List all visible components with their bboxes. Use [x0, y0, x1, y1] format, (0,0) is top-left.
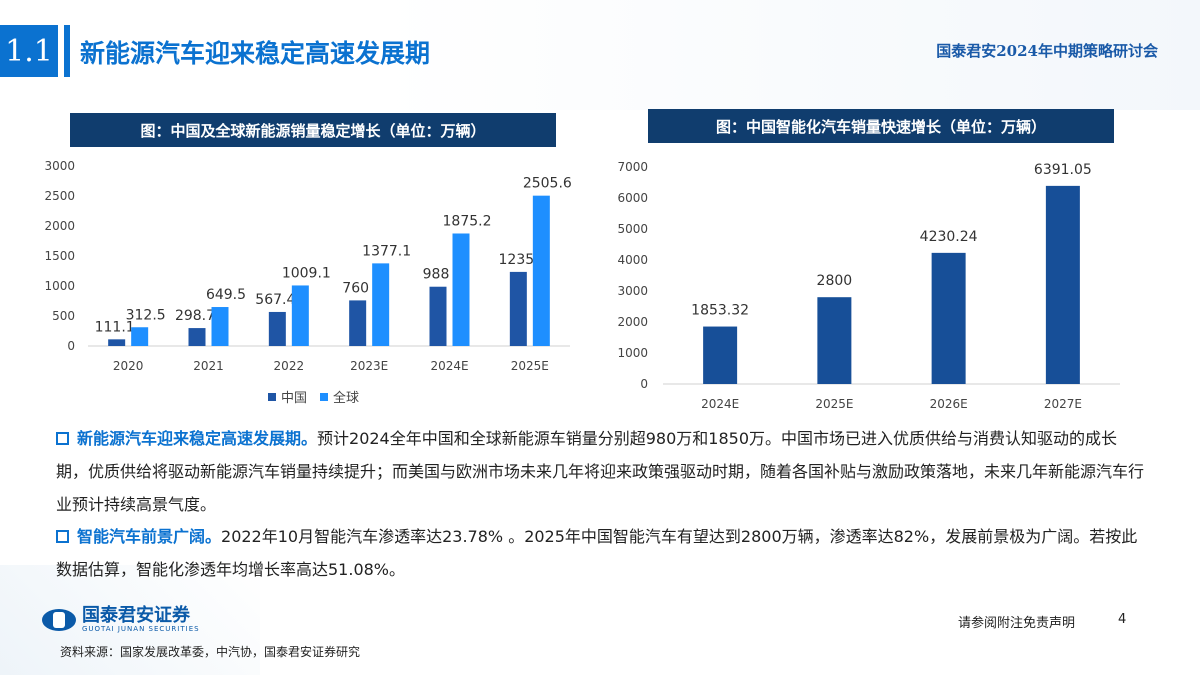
legend-swatch-global — [320, 393, 328, 401]
disclaimer-link[interactable]: 请参阅附注免责声明 — [958, 616, 1076, 631]
y-tick-label: 5000 — [617, 222, 648, 236]
data-label: 1009.1 — [282, 265, 331, 281]
data-label: 988 — [423, 267, 450, 283]
x-tick-label: 2022 — [274, 359, 305, 373]
data-label: 760 — [342, 280, 369, 296]
y-tick-label: 4000 — [617, 253, 648, 267]
company-logo: 国泰君安证券 GUOTAI JUNAN SECURITIES — [42, 607, 200, 633]
bar-global — [452, 233, 470, 346]
y-tick-label: 1500 — [44, 249, 75, 263]
y-tick-label: 2500 — [44, 189, 75, 203]
data-label: 1377.1 — [362, 243, 411, 259]
bar-china — [108, 339, 126, 346]
x-tick-label: 2025E — [511, 359, 549, 373]
x-tick-label: 2020 — [113, 359, 144, 373]
legend-swatch-china — [268, 393, 276, 401]
y-tick-label: 1000 — [44, 279, 75, 293]
y-tick-label: 6000 — [617, 191, 648, 205]
y-tick-label: 3000 — [44, 159, 75, 173]
y-tick-label: 3000 — [617, 284, 648, 298]
y-tick-label: 2000 — [617, 315, 648, 329]
paragraph-heading: 智能汽车前景广阔。 — [77, 527, 222, 546]
legend-label-global: 全球 — [333, 390, 359, 406]
x-tick-label: 2023E — [350, 359, 388, 373]
logo-subtext: GUOTAI JUNAN SECURITIES — [82, 625, 200, 633]
x-tick-label: 2025E — [815, 397, 853, 411]
bar-smart-vehicle — [931, 252, 966, 384]
y-tick-label: 500 — [52, 309, 75, 323]
section-divider — [64, 25, 70, 77]
bar-global — [291, 285, 309, 346]
data-label: 6391.05 — [1034, 162, 1092, 178]
bar-smart-vehicle — [1045, 185, 1080, 384]
y-tick-label: 0 — [67, 339, 75, 353]
data-label: 649.5 — [206, 287, 246, 303]
bar-china — [429, 286, 447, 346]
paragraph-text: 预计2024全年中国和全球新能源车销量分别超980万和1850万。中国市场已进入… — [56, 429, 1145, 514]
chart2-title: 图：中国智能化汽车销量快速增长（单位：万辆） — [648, 109, 1114, 143]
data-label: 1235 — [499, 252, 535, 268]
bar-china — [268, 311, 286, 346]
background-gradient — [380, 0, 1200, 110]
bar-global — [211, 307, 229, 346]
x-tick-label: 2024E — [430, 359, 468, 373]
section-number: 1.1 — [0, 25, 58, 77]
bar-global — [131, 327, 149, 346]
bar-global — [372, 263, 390, 346]
data-label: 1853.32 — [691, 303, 749, 319]
data-label: 312.5 — [126, 307, 166, 323]
bullet-icon — [56, 530, 69, 543]
data-label: 4230.24 — [920, 229, 978, 245]
paragraph-text: 2022年10月智能汽车渗透率达23.78% 。2025年中国智能汽车有望达到2… — [56, 527, 1138, 579]
bar-china — [188, 328, 206, 346]
y-tick-label: 1000 — [617, 346, 648, 360]
x-tick-label: 2026E — [930, 397, 968, 411]
paragraph-nev: 新能源汽车迎来稳定高速发展期。预计2024全年中国和全球新能源车销量分别超980… — [56, 422, 1146, 521]
bar-china — [349, 300, 367, 346]
y-tick-label: 0 — [640, 377, 648, 391]
data-label: 2505.6 — [523, 176, 572, 192]
logo-text: 国泰君安证券 — [82, 605, 190, 626]
paragraph-smart: 智能汽车前景广阔。2022年10月智能汽车渗透率达23.78% 。2025年中国… — [56, 520, 1146, 586]
data-label: 2800 — [817, 273, 853, 289]
paragraph-heading: 新能源汽车迎来稳定高速发展期。 — [77, 429, 318, 448]
page-title: 新能源汽车迎来稳定高速发展期 — [80, 39, 431, 68]
x-tick-label: 2027E — [1044, 397, 1082, 411]
chart1-title: 图：中国及全球新能源销量稳定增长（单位：万辆） — [70, 113, 556, 147]
data-label: 1875.2 — [443, 213, 492, 229]
x-tick-label: 2021 — [193, 359, 224, 373]
bar-china — [509, 271, 527, 346]
bar-global — [532, 195, 550, 346]
data-label: 298.7 — [175, 308, 215, 324]
source-note: 资料来源：国家发展改革委，中汽协，国泰君安证券研究 — [60, 645, 361, 659]
bar-smart-vehicle — [703, 326, 738, 384]
y-tick-label: 2000 — [44, 219, 75, 233]
y-tick-label: 7000 — [617, 160, 648, 174]
bar-smart-vehicle — [817, 297, 852, 384]
legend-label-china: 中国 — [281, 391, 307, 406]
data-label: 567.4 — [255, 292, 295, 308]
data-label: 111.1 — [95, 319, 135, 335]
bullet-icon — [56, 432, 69, 445]
logo-icon — [42, 609, 76, 631]
x-tick-label: 2024E — [701, 397, 739, 411]
event-title: 国泰君安2024年中期策略研讨会 — [936, 42, 1158, 60]
page-number: 4 — [1118, 612, 1127, 627]
